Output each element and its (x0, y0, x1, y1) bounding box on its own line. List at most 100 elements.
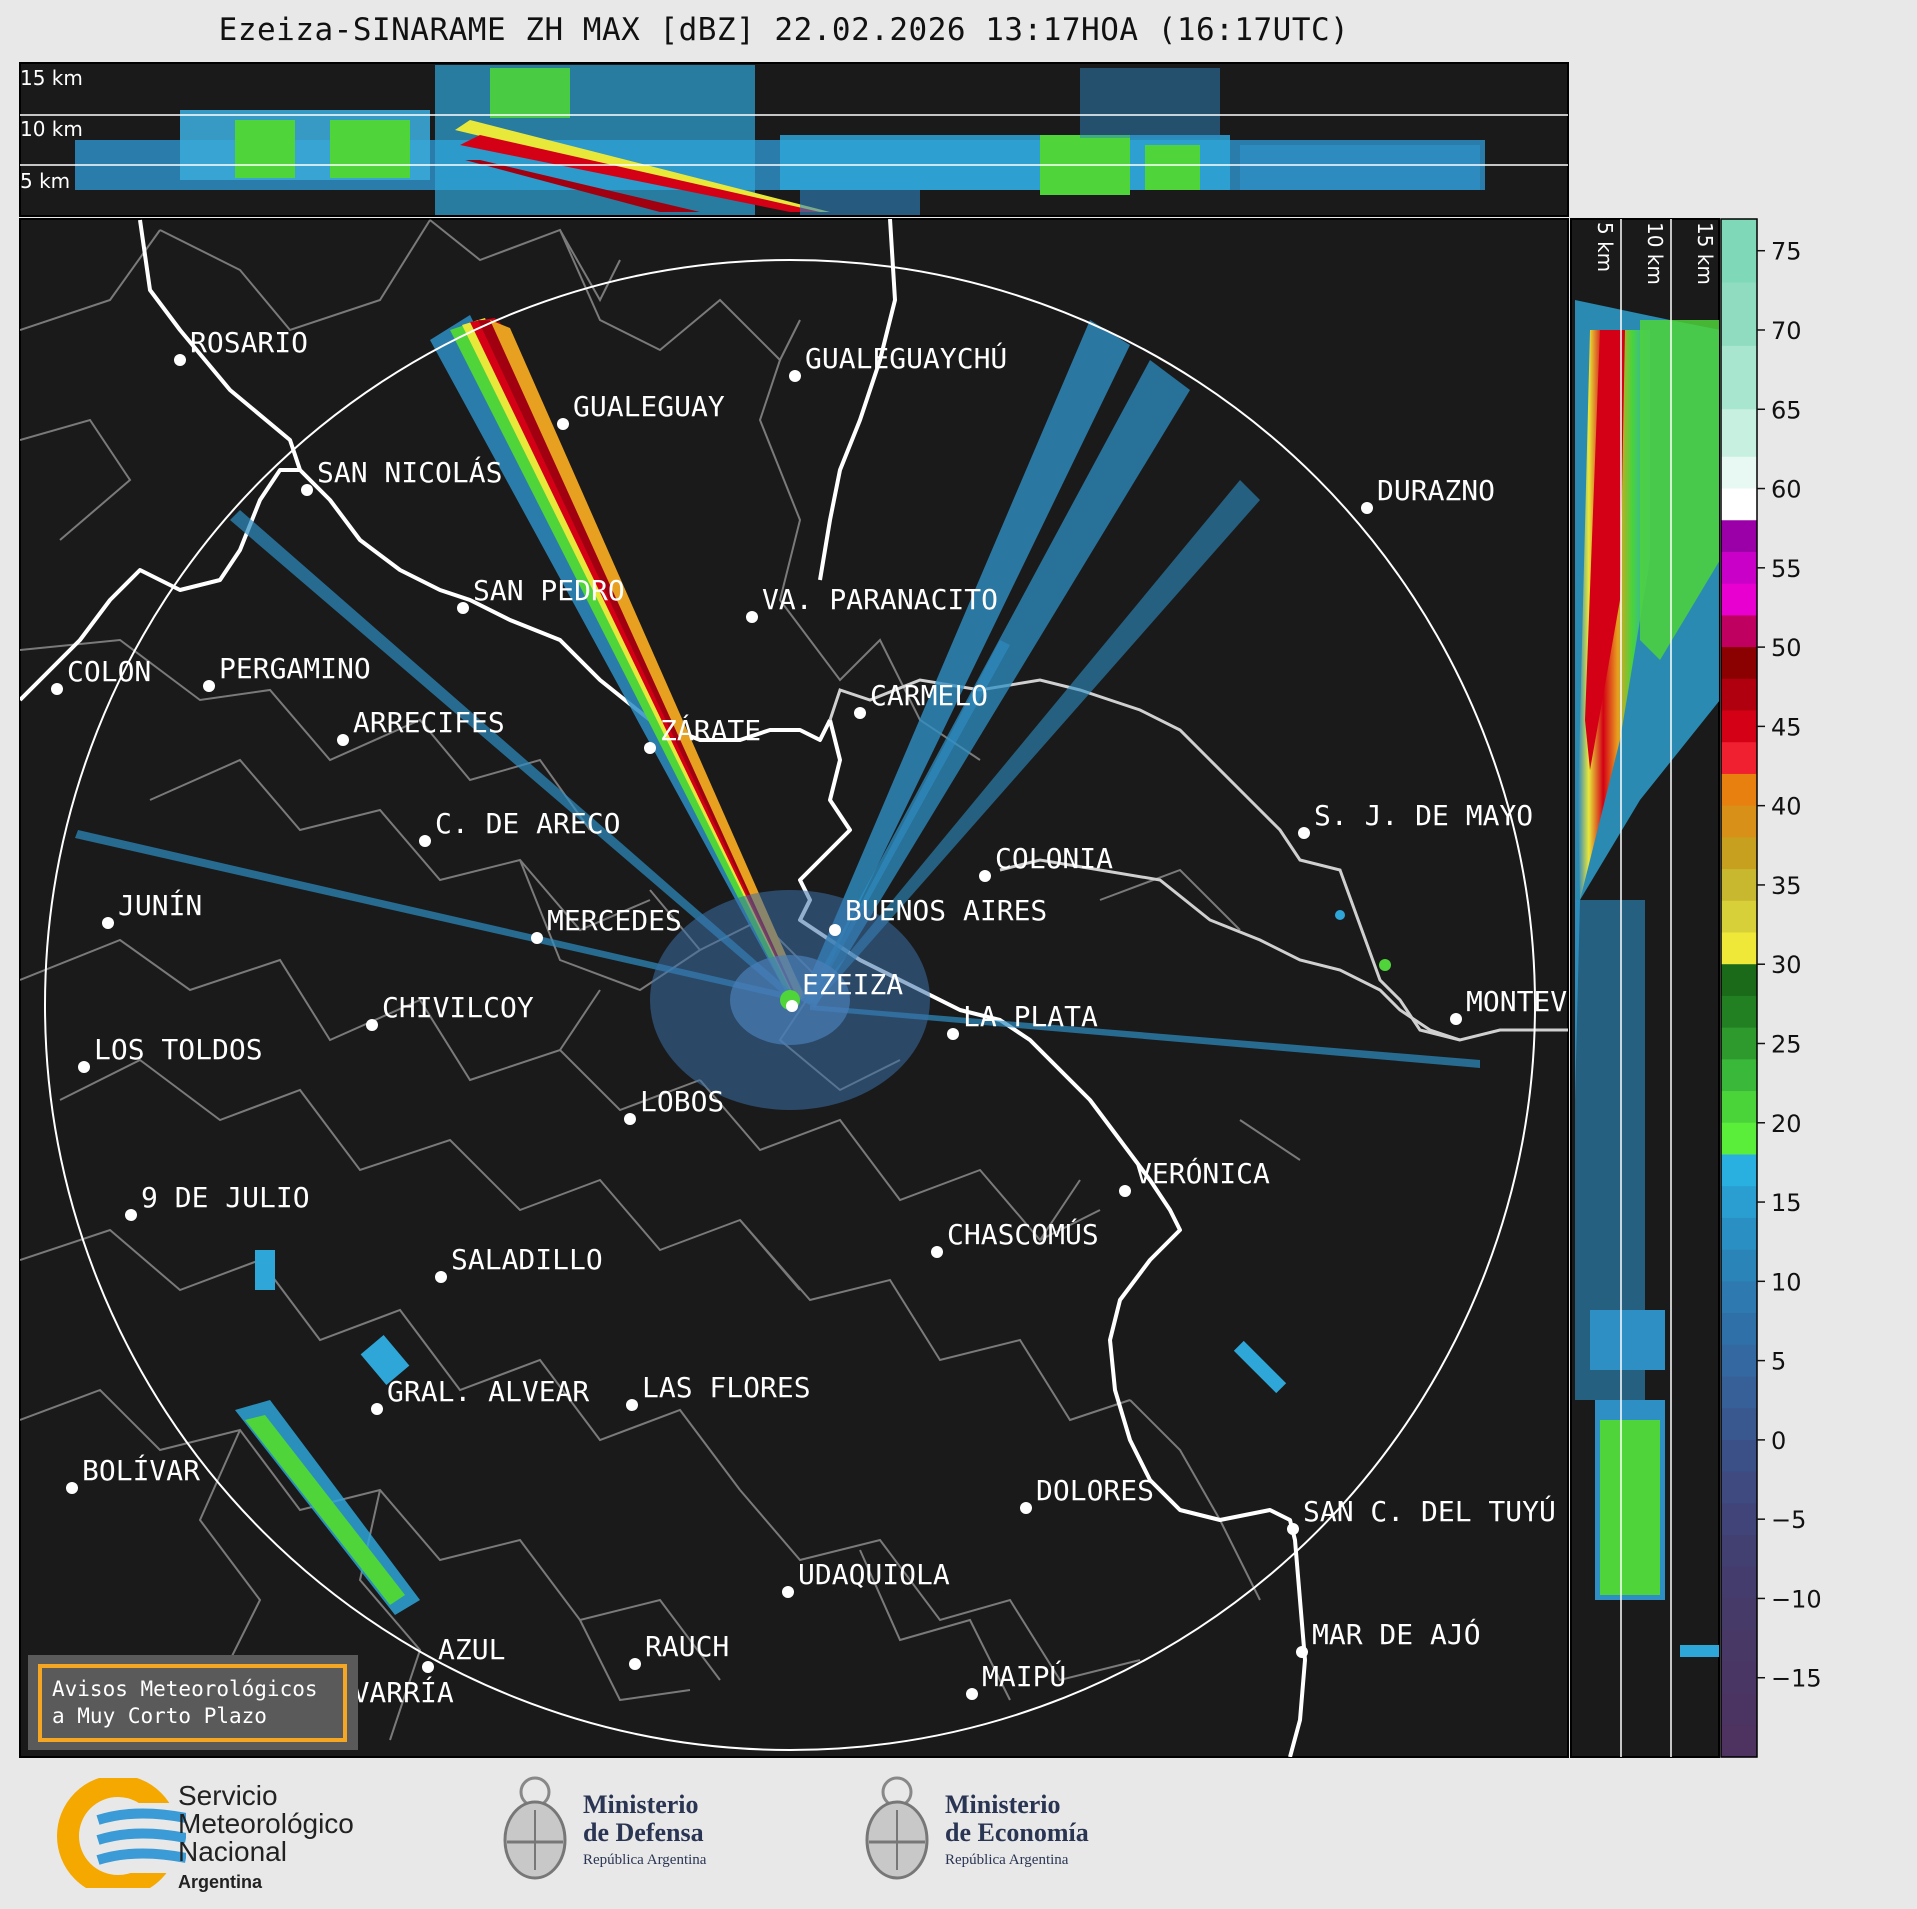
radar-echoes (75, 315, 1480, 1615)
city-label: UDAQUIOLA (798, 1558, 950, 1591)
city-dot (644, 742, 656, 754)
uruguay-coast (828, 678, 1568, 1042)
colorbar-segment (1721, 805, 1757, 838)
city-label: MAR DE AJÓ (1312, 1617, 1481, 1651)
colorbar-tick-label: −15 (1771, 1665, 1822, 1693)
city-label: LA PLATA (963, 1000, 1098, 1033)
city-dot (422, 1661, 434, 1673)
city-label: DOLORES (1036, 1474, 1154, 1507)
city-dot (966, 1688, 978, 1700)
city-dot (531, 932, 543, 944)
city-dot (301, 484, 313, 496)
city-label: BUENOS AIRES (845, 894, 1047, 927)
city-dot (979, 870, 991, 882)
city-label: MAIPÚ (982, 1659, 1066, 1693)
smn-line-4: Argentina (178, 1872, 263, 1892)
colorbar-segment (1721, 869, 1757, 902)
city-dot (746, 611, 758, 623)
city-dot (829, 924, 841, 936)
warning-line-1: Avisos Meteorológicos (52, 1677, 318, 1701)
smn-line-2: Meteorológico (178, 1808, 354, 1839)
colorbar-tick-label: 55 (1771, 555, 1802, 583)
colorbar-segment (1721, 456, 1757, 490)
colorbar-segment (1721, 837, 1757, 870)
city-label: AZUL (438, 1633, 505, 1666)
economia-line-2: de Economía (945, 1818, 1089, 1847)
colorbar-segment (1721, 710, 1757, 743)
top-km-label-15: 15 km (20, 66, 83, 90)
city-dot (624, 1113, 636, 1125)
defensa-line-3: República Argentina (583, 1852, 707, 1868)
colorbar-segment (1721, 678, 1757, 712)
colorbar-tick-label: 10 (1771, 1268, 1802, 1296)
city-dot (125, 1209, 137, 1221)
city-dot (1296, 1646, 1308, 1658)
colorbar-segment (1721, 742, 1757, 775)
city-dot (1020, 1502, 1032, 1514)
footer: Servicio Meteorológico Nacional Argentin… (0, 1760, 1917, 1909)
colorbar-segment (1721, 520, 1757, 553)
colorbar-segment (1721, 409, 1757, 458)
city-dot (51, 683, 63, 695)
city-dot (457, 602, 469, 614)
colorbar-segment (1721, 1661, 1757, 1695)
city-dot (435, 1271, 447, 1283)
colorbar-segment (1721, 1630, 1757, 1663)
colorbar-segment (1721, 1376, 1757, 1409)
colorbar-segment (1721, 1725, 1757, 1758)
city-dot (786, 1000, 798, 1012)
city-label: SALADILLO (451, 1243, 603, 1276)
national-shield-icon (503, 1776, 567, 1880)
defensa-line-1: Ministerio (583, 1790, 699, 1819)
city-dot (1361, 502, 1373, 514)
city-dot (203, 680, 215, 692)
colorbar-tick-label: −10 (1771, 1585, 1822, 1613)
city-label: LAS FLORES (642, 1371, 811, 1404)
top-km-label-5: 5 km (20, 169, 70, 193)
warning-box[interactable]: Avisos Meteorológicos a Muy Corto Plazo (28, 1655, 358, 1750)
colorbar-segment (1721, 1598, 1757, 1631)
colorbar-segment (1721, 488, 1757, 521)
city-label: VA. PARANACITO (762, 583, 998, 616)
city-label: CHIVILCOY (382, 991, 534, 1024)
city-label: S. J. DE MAYO (1314, 799, 1533, 832)
colorbar-tick-label: 45 (1771, 713, 1802, 741)
colorbar-segment (1721, 773, 1757, 807)
city-dot (629, 1658, 641, 1670)
city-label: SAN PEDRO (473, 574, 625, 607)
colorbar-segment (1721, 1503, 1757, 1536)
colorbar-segment (1721, 1535, 1757, 1568)
city-dot (947, 1028, 959, 1040)
economia-line-1: Ministerio (945, 1790, 1061, 1819)
city-dot (557, 418, 569, 430)
city-dot (174, 354, 186, 366)
city-label: VERÓNICA (1135, 1156, 1270, 1190)
colorbar-segment (1721, 1281, 1757, 1314)
radar-map: ROSARIO GUALEGUAYCHÚ GUALEGUAY SAN NICOLÁS D… (19, 218, 1569, 1758)
city-dot (854, 707, 866, 719)
city-dot (626, 1399, 638, 1411)
city-dot (1287, 1523, 1299, 1535)
city-label: GUALEGUAYCHÚ (805, 341, 1007, 375)
city-label: GRAL. ALVEAR (387, 1375, 589, 1408)
warning-line-2: a Muy Corto Plazo (52, 1704, 267, 1728)
colorbar-tick-label: 0 (1771, 1427, 1786, 1455)
city-dot (419, 835, 431, 847)
city-dot (78, 1061, 90, 1073)
colorbar-tick-label: 65 (1771, 396, 1802, 424)
colorbar-tick-label: 70 (1771, 317, 1802, 345)
colorbar-segment (1721, 1439, 1757, 1473)
city-label: 9 DE JULIO (141, 1181, 310, 1214)
city-label: MERCEDES (547, 904, 682, 937)
city-dot (1450, 1013, 1462, 1025)
city-label: BOLÍVAR (82, 1453, 200, 1487)
colorbar-segment (1721, 1471, 1757, 1504)
city-label: ROSARIO (190, 326, 308, 359)
top-cross-section-panel: 15 km 10 km 5 km (19, 62, 1569, 217)
city-dot (931, 1246, 943, 1258)
city-label: EZEIZA (802, 968, 903, 1001)
city-label: CHASCOMÚS (947, 1217, 1099, 1251)
colorbar-segment (1721, 282, 1757, 347)
colorbar-segment (1721, 583, 1757, 616)
